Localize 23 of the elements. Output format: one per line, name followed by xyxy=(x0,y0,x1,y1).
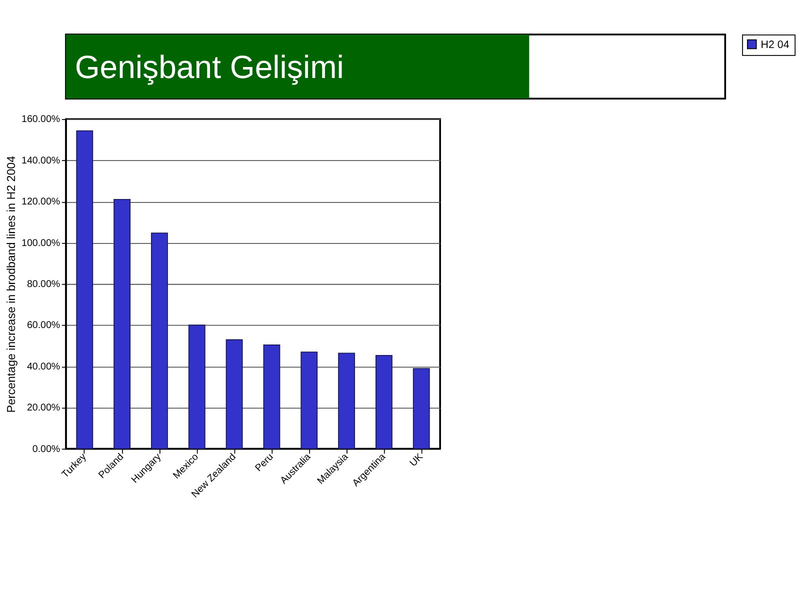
x-tick-label: UK xyxy=(408,451,426,470)
bar xyxy=(376,354,392,450)
bar xyxy=(300,352,318,450)
y-tick-label: 20.00% xyxy=(26,402,60,414)
y-tick-label: 40.00% xyxy=(26,361,60,372)
bar xyxy=(114,199,131,450)
bar xyxy=(226,339,243,450)
y-tick-label: 160.00% xyxy=(22,114,60,126)
bar xyxy=(76,130,94,450)
y-tick-label: 60.00% xyxy=(26,320,60,332)
y-tick-label: 120.00% xyxy=(22,196,60,208)
bar xyxy=(338,352,356,450)
bar xyxy=(151,232,168,450)
chart-title: Genişbant Gelişimi xyxy=(74,49,344,86)
bar xyxy=(263,344,280,450)
y-tick-label: 80.00% xyxy=(26,279,60,290)
legend-label: H2 04 xyxy=(760,38,790,51)
y-tick-label: 140.00% xyxy=(22,155,60,166)
bar xyxy=(412,368,430,450)
y-axis-title: Percentage increase in brodband lines in H2 2004 xyxy=(6,155,18,413)
y-tick-label: 0.00% xyxy=(32,444,60,455)
bar xyxy=(188,324,206,450)
y-tick-label: 100.00% xyxy=(22,238,60,249)
